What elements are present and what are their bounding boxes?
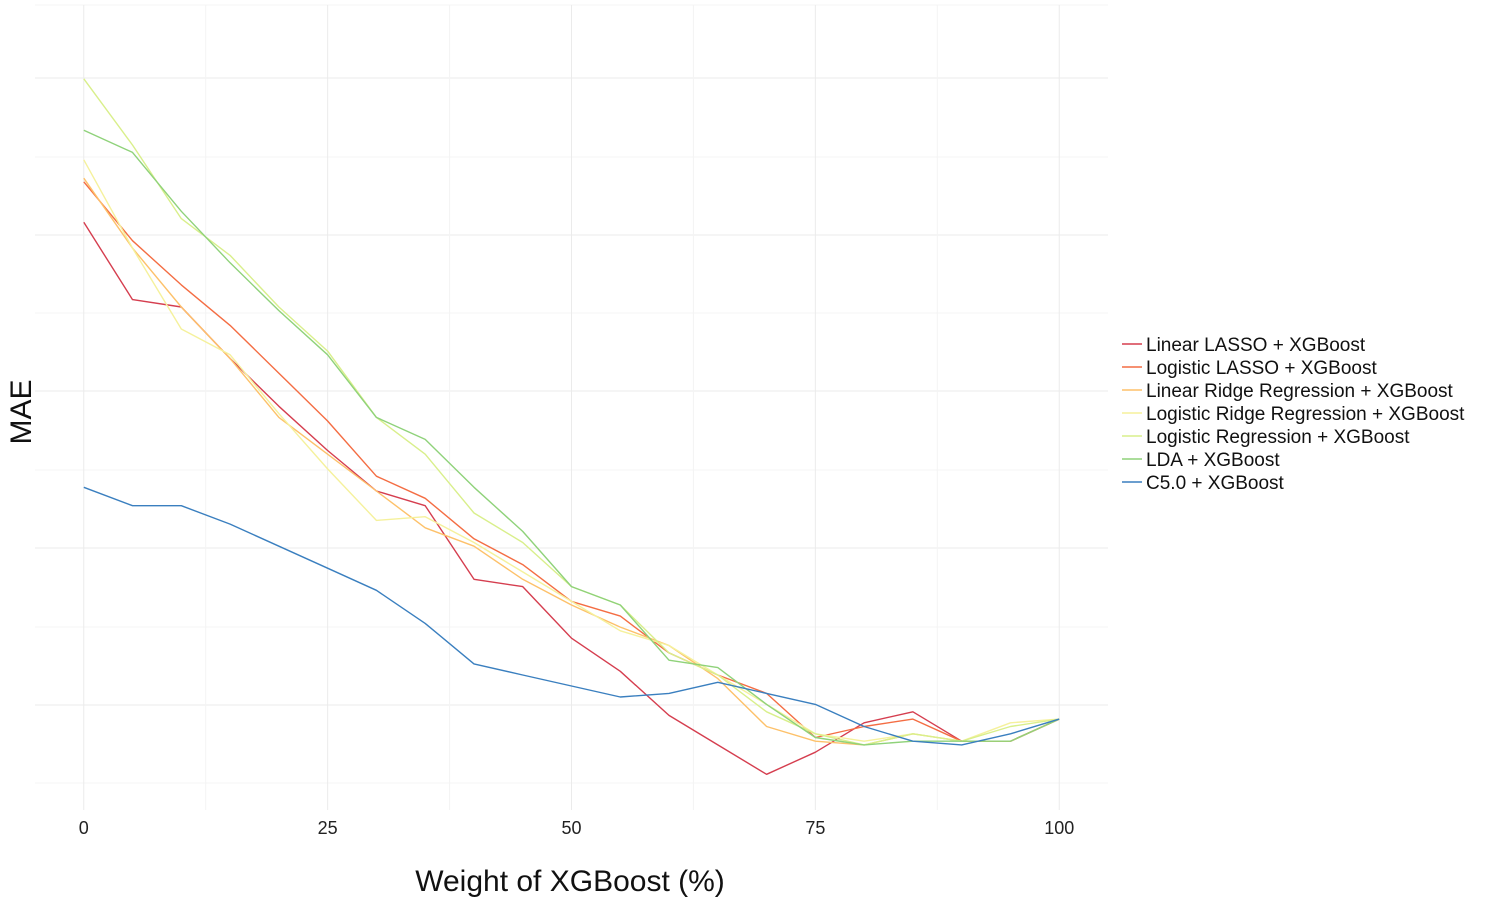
legend-label: Linear Ridge Regression + XGBoost bbox=[1146, 381, 1454, 402]
series-line-c5-0-xgboost bbox=[83, 486, 1060, 746]
legend-label: Logistic Ridge Regression + XGBoost bbox=[1146, 404, 1465, 425]
series-lines bbox=[83, 78, 1060, 775]
legend-item: Logistic Regression + XGBoost bbox=[1122, 427, 1410, 448]
x-axis-title: Weight of XGBoost (%) bbox=[415, 865, 725, 898]
legend-label: Logistic LASSO + XGBoost bbox=[1146, 358, 1377, 379]
legend-label: C5.0 + XGBoost bbox=[1146, 473, 1285, 494]
x-tick-label: 25 bbox=[318, 818, 338, 838]
plot-grid bbox=[35, 4, 1108, 810]
x-tick-label: 50 bbox=[561, 818, 581, 838]
x-tick-label: 0 bbox=[79, 818, 89, 838]
x-tick-label: 75 bbox=[805, 818, 825, 838]
legend-label: Linear LASSO + XGBoost bbox=[1146, 335, 1366, 356]
series-line-lda-xgboost bbox=[83, 129, 1060, 746]
legend-item: Logistic LASSO + XGBoost bbox=[1122, 358, 1377, 379]
y-axis-title: MAE bbox=[5, 379, 38, 444]
legend-item: Linear LASSO + XGBoost bbox=[1122, 335, 1366, 356]
legend-item: C5.0 + XGBoost bbox=[1122, 473, 1285, 494]
legend-item: LDA + XGBoost bbox=[1122, 450, 1280, 471]
x-tick-label: 100 bbox=[1044, 818, 1074, 838]
legend-item: Linear Ridge Regression + XGBoost bbox=[1122, 381, 1454, 402]
legend-label: LDA + XGBoost bbox=[1146, 450, 1280, 471]
legend-item: Logistic Ridge Regression + XGBoost bbox=[1122, 404, 1465, 425]
x-axis-ticks: 0 25 50 75 100 bbox=[79, 818, 1074, 838]
legend-label: Logistic Regression + XGBoost bbox=[1146, 427, 1410, 448]
